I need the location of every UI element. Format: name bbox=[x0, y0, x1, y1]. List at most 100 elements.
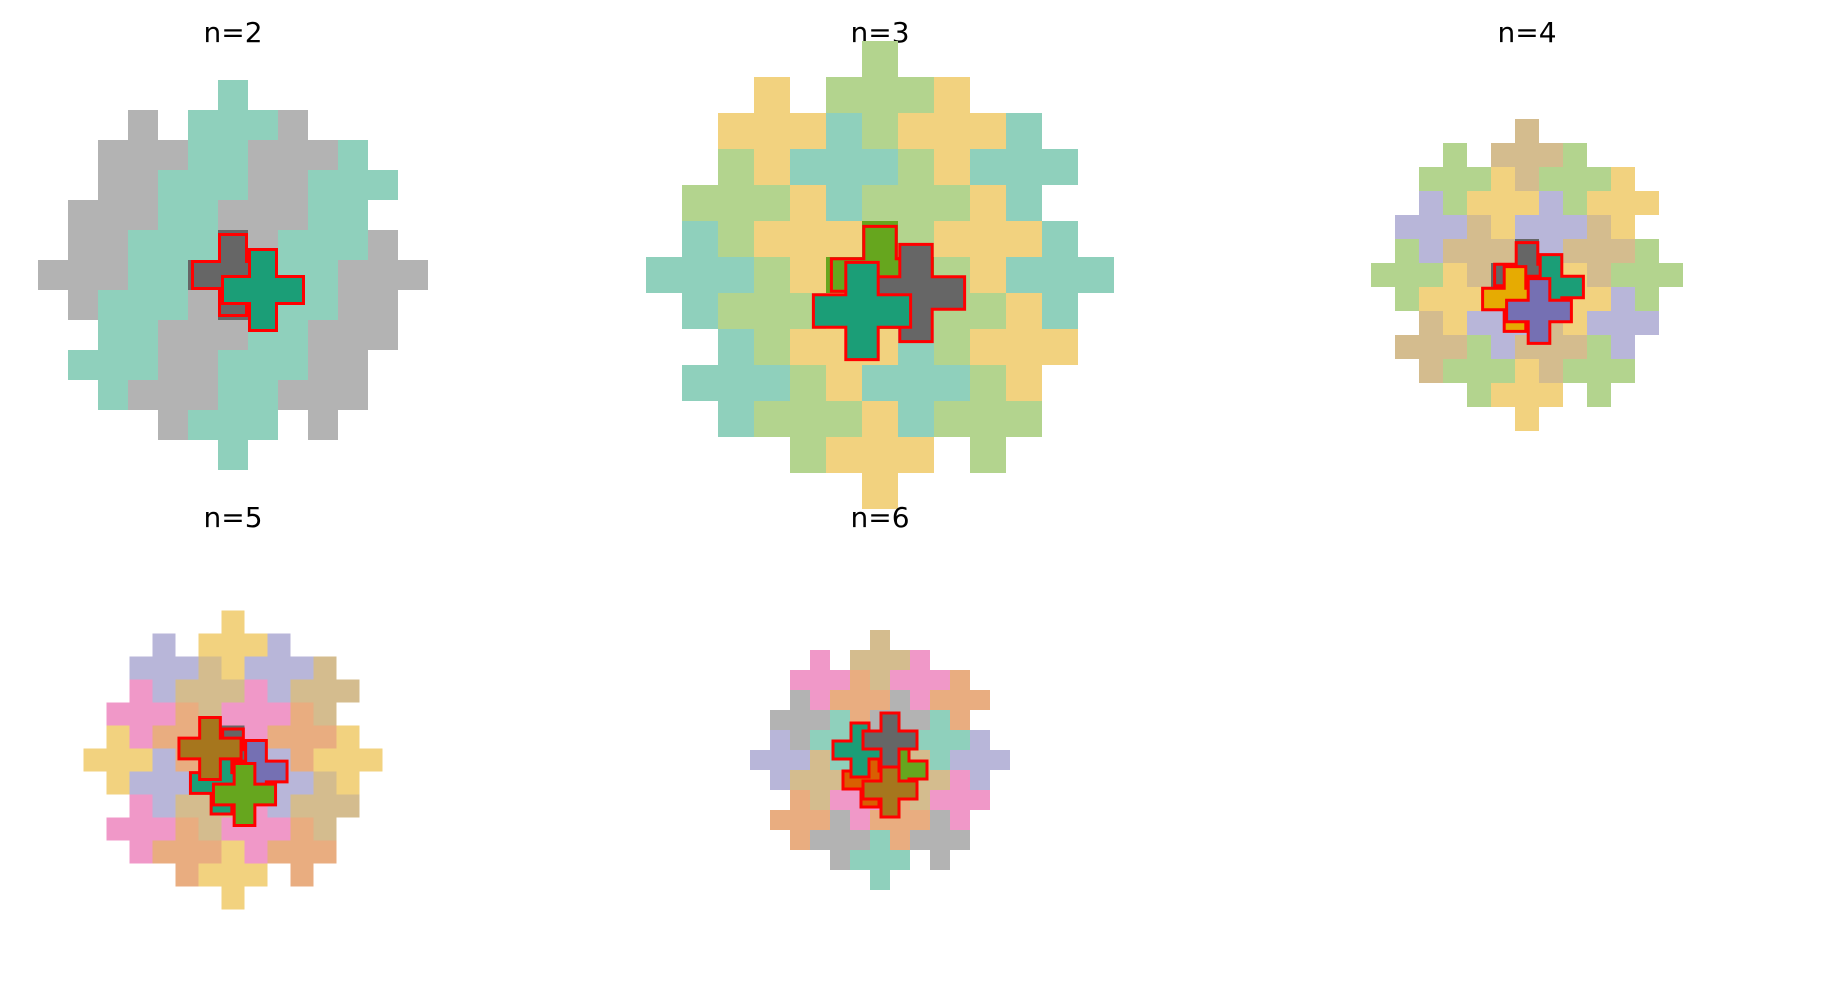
fundamental-tile bbox=[861, 711, 919, 769]
background-tile bbox=[1515, 191, 1587, 263]
background-tile bbox=[244, 633, 314, 703]
fundamental-tile bbox=[811, 260, 913, 362]
background-tile bbox=[682, 149, 790, 257]
background-tile bbox=[910, 810, 970, 870]
background-tile bbox=[1563, 335, 1635, 407]
background-tile bbox=[910, 710, 970, 770]
background-tile bbox=[970, 113, 1078, 221]
background-tile bbox=[152, 817, 222, 887]
background-tile bbox=[1395, 311, 1467, 383]
background-tile bbox=[750, 730, 810, 790]
tiling bbox=[750, 630, 1010, 890]
background-tile bbox=[68, 170, 158, 260]
tiling bbox=[83, 610, 383, 910]
background-tile bbox=[754, 185, 862, 293]
tiling bbox=[1371, 119, 1683, 431]
background-tile bbox=[278, 350, 368, 440]
tiling bbox=[38, 80, 428, 470]
background-tile bbox=[790, 650, 850, 710]
fundamental-tile bbox=[221, 248, 305, 332]
panel-n4: n=4 bbox=[1371, 16, 1683, 431]
background-tile bbox=[1395, 191, 1467, 263]
background-tile bbox=[290, 656, 360, 726]
fundamental-tile bbox=[177, 715, 243, 782]
background-tile bbox=[1419, 143, 1491, 215]
background-tile bbox=[1539, 143, 1611, 215]
background-tile bbox=[98, 110, 188, 200]
background-tile bbox=[826, 401, 934, 509]
background-tile bbox=[175, 656, 245, 726]
background-tile bbox=[850, 630, 910, 690]
background-tile bbox=[826, 41, 934, 149]
panel-n3: n=3 bbox=[646, 16, 1114, 509]
background-tile bbox=[129, 633, 199, 703]
background-tile bbox=[862, 329, 970, 437]
background-tile bbox=[248, 110, 338, 200]
panel-title: n=4 bbox=[1497, 16, 1556, 49]
background-tile bbox=[128, 200, 218, 290]
background-tile bbox=[1491, 119, 1563, 191]
background-tile bbox=[1491, 359, 1563, 431]
background-tile bbox=[1371, 239, 1443, 311]
background-tile bbox=[129, 748, 199, 818]
background-tile bbox=[338, 230, 428, 320]
background-tile bbox=[718, 257, 826, 365]
background-tile bbox=[950, 730, 1010, 790]
background-tile bbox=[308, 290, 398, 380]
background-tile bbox=[770, 790, 830, 850]
background-tile bbox=[83, 725, 153, 795]
background-tile bbox=[1419, 263, 1491, 335]
background-tile bbox=[970, 293, 1078, 401]
panel-title: n=6 bbox=[850, 501, 909, 534]
background-tile bbox=[308, 140, 398, 230]
fundamental-tile bbox=[861, 761, 919, 819]
background-tile bbox=[1587, 287, 1659, 359]
panel-n6: n=6 bbox=[750, 501, 1010, 890]
background-tile bbox=[38, 230, 128, 320]
background-tile bbox=[870, 790, 930, 850]
panel-title: n=2 bbox=[203, 16, 262, 49]
background-tile bbox=[934, 365, 1042, 473]
background-tile bbox=[313, 725, 383, 795]
background-tile bbox=[1611, 239, 1683, 311]
background-tile bbox=[188, 380, 278, 470]
background-tile bbox=[68, 320, 158, 410]
background-tile bbox=[98, 260, 188, 350]
background-tile bbox=[770, 690, 830, 750]
background-tile bbox=[1006, 221, 1114, 329]
background-tile bbox=[930, 670, 990, 730]
background-tile bbox=[898, 77, 1006, 185]
background-tile bbox=[221, 679, 291, 749]
background-tile bbox=[1515, 311, 1587, 383]
background-tile bbox=[754, 365, 862, 473]
panel-title: n=5 bbox=[203, 501, 262, 534]
background-tile bbox=[1443, 215, 1515, 287]
tiling bbox=[646, 41, 1114, 509]
background-tile bbox=[1467, 167, 1539, 239]
fundamental-tile bbox=[1505, 277, 1573, 345]
background-tile bbox=[198, 840, 268, 910]
fundamental-tile bbox=[211, 761, 278, 828]
background-tile bbox=[862, 149, 970, 257]
panel-n2: n=2 bbox=[38, 16, 428, 470]
background-tile bbox=[810, 810, 870, 870]
background-tile bbox=[1443, 335, 1515, 407]
background-tile bbox=[221, 794, 291, 864]
background-tile bbox=[1563, 215, 1635, 287]
background-tile bbox=[718, 77, 826, 185]
background-tile bbox=[106, 679, 176, 749]
background-tile bbox=[158, 140, 248, 230]
background-tile bbox=[267, 817, 337, 887]
background-tile bbox=[278, 200, 368, 290]
background-tile bbox=[198, 610, 268, 680]
background-tile bbox=[930, 770, 990, 830]
background-tile bbox=[790, 293, 898, 401]
background-tile bbox=[128, 350, 218, 440]
background-tile bbox=[646, 221, 754, 329]
background-tile bbox=[106, 794, 176, 864]
background-tile bbox=[218, 320, 308, 410]
background-tile bbox=[218, 170, 308, 260]
background-tile bbox=[898, 257, 1006, 365]
background-tile bbox=[1587, 167, 1659, 239]
